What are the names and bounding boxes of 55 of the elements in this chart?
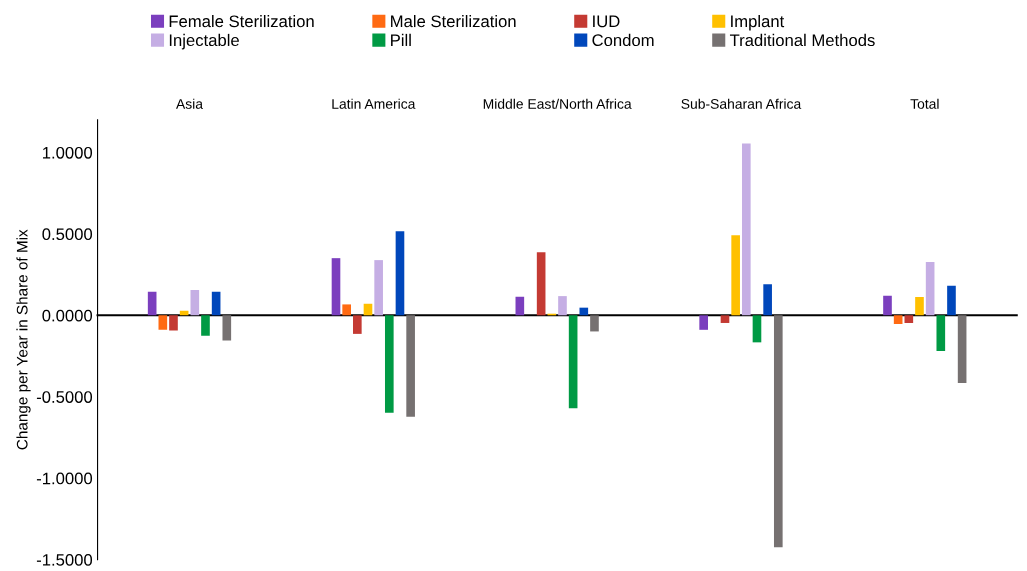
bar (190, 289, 200, 316)
bar (515, 296, 525, 316)
legend-label: Pill (391, 33, 411, 46)
bar (158, 315, 168, 330)
y-tick-label: 0.0000 (42, 309, 93, 322)
legend-label: IUD (593, 15, 620, 28)
legend-label: Implant (731, 15, 785, 31)
x-tick-label: Asia (176, 98, 203, 109)
y-tick-label: -0.5000 (36, 391, 93, 403)
y-tick-label: -1.0000 (36, 472, 93, 485)
legend-label: Female Sterilization (169, 15, 314, 28)
x-tick-label: Latin America (332, 98, 416, 109)
x-tick-label: Sub-Saharan Africa (681, 98, 802, 109)
bar (720, 315, 730, 323)
bar (169, 315, 178, 331)
bar (904, 315, 914, 323)
x-tick-label: Middle East/North Africa (483, 98, 632, 109)
bar (331, 258, 341, 316)
bar (936, 315, 946, 351)
legend-label: Condom (592, 33, 654, 47)
bar (406, 315, 415, 417)
bar (752, 315, 762, 343)
bar (915, 297, 924, 316)
y-tick-label: -1.5000 (36, 553, 93, 566)
legend-label: Male Sterilization (391, 15, 516, 28)
bar (568, 315, 578, 409)
y-tick-label: 1.0000 (43, 146, 93, 159)
bar (763, 284, 772, 316)
bar (384, 315, 394, 413)
bar (773, 315, 783, 548)
legend-label: Injectable (169, 33, 239, 50)
bar (536, 252, 546, 316)
y-axis-title: Change per Year in Share of Mix (16, 229, 31, 450)
y-tick-label: 0.5000 (42, 228, 93, 241)
bar (201, 315, 210, 336)
bar (741, 143, 751, 316)
bar (558, 296, 567, 316)
bar (731, 235, 740, 316)
bar (395, 231, 405, 316)
x-tick-label: Total (910, 98, 939, 109)
bar (925, 262, 935, 316)
bar (957, 315, 967, 384)
bar (699, 315, 708, 330)
bar (211, 291, 221, 316)
bar (590, 315, 599, 332)
bar (222, 315, 232, 341)
bar (342, 304, 351, 316)
bar (893, 315, 903, 324)
bar (353, 315, 362, 334)
bar (374, 260, 383, 316)
bar (883, 295, 892, 316)
bar (947, 285, 956, 316)
bar (579, 307, 589, 316)
legend-label: Traditional Methods (729, 33, 875, 47)
bar (147, 291, 157, 316)
